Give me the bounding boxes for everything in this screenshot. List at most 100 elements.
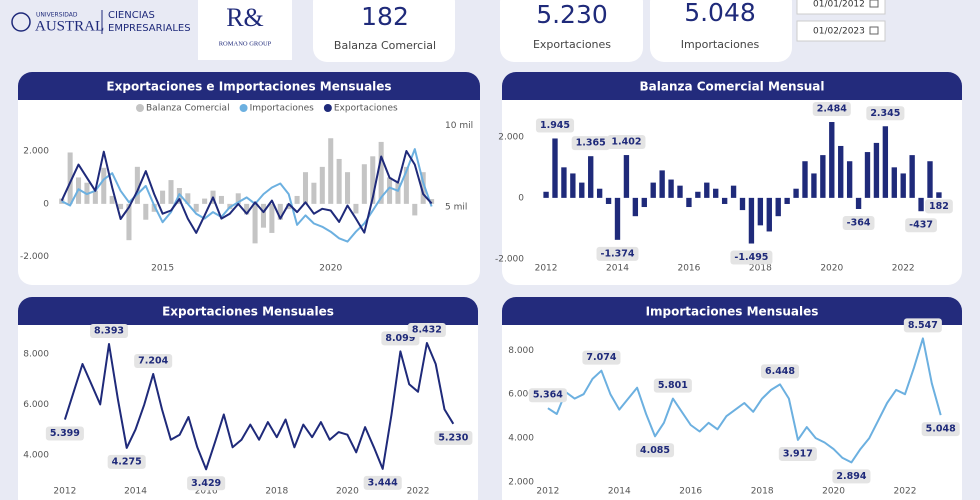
bar <box>846 161 853 198</box>
kpi-value: 5.048 <box>684 0 756 27</box>
y-tick-label: 8.000 <box>508 346 534 356</box>
data-label: 5.364 <box>533 390 563 401</box>
university-label: UNIVERSIDAD <box>36 12 78 19</box>
data-label: 5.801 <box>658 380 688 391</box>
y-tick-label: -2.000 <box>20 252 49 262</box>
bar <box>118 203 124 210</box>
bar <box>168 180 174 204</box>
bar <box>891 167 897 198</box>
bar <box>543 191 549 198</box>
data-label: 2.345 <box>870 108 900 119</box>
bar <box>294 195 300 204</box>
bar <box>695 191 701 198</box>
line <box>63 342 455 471</box>
data-label-box <box>925 199 953 214</box>
x-tick-label: 2022 <box>407 487 430 497</box>
bar <box>202 198 208 204</box>
bar <box>403 166 409 204</box>
bar <box>260 203 266 228</box>
data-label-box <box>528 388 567 403</box>
bar <box>596 188 603 198</box>
chart-panel: Exportaciones e Importaciones Mensuales -… <box>18 72 480 285</box>
bar <box>748 197 755 244</box>
data-label: 5.399 <box>50 428 80 439</box>
bar <box>185 193 191 204</box>
bar <box>361 164 367 204</box>
bar <box>552 138 558 198</box>
bar <box>286 203 292 210</box>
chart-panel: Importaciones Mensuales 2.000 4.000 6.000 8.… <box>502 297 962 500</box>
data-label-box <box>571 136 610 151</box>
kpi-value: 182 <box>361 2 409 31</box>
legend-label: Importaciones <box>250 104 315 114</box>
bar <box>218 195 224 204</box>
bar <box>235 193 241 204</box>
data-label-box <box>921 422 960 437</box>
university-emblem <box>11 12 31 32</box>
chart-panel: Exportaciones Mensuales 4.000 6.000 8.000 20… <box>18 297 478 500</box>
panel-background <box>502 297 962 500</box>
calendar-icon[interactable] <box>869 26 879 35</box>
chart-title: Importaciones Mensuales <box>646 305 819 319</box>
data-label: 8.547 <box>908 320 938 331</box>
data-label: 1.945 <box>540 120 570 131</box>
bar <box>353 203 359 214</box>
bar <box>704 182 710 198</box>
bar <box>855 197 862 209</box>
bar <box>387 177 393 204</box>
chart-title: Exportaciones Mensuales <box>162 305 334 319</box>
partner-logo: R& <box>226 3 264 32</box>
date-input[interactable] <box>796 0 886 15</box>
x-tick-label: 2012 <box>535 264 558 274</box>
data-label: 3.917 <box>783 448 813 459</box>
bar <box>160 190 166 204</box>
bar <box>918 197 924 212</box>
y-tick-label: -2.000 <box>495 254 524 264</box>
bar <box>730 185 737 198</box>
x-tick-label: 2016 <box>679 487 702 497</box>
legend-label: Exportaciones <box>334 104 398 114</box>
data-label-box <box>363 475 402 490</box>
kpi-card <box>650 0 792 62</box>
x-tick-label: 2018 <box>265 487 288 497</box>
x-tick-label: 2015 <box>151 264 174 274</box>
bar <box>252 203 258 244</box>
bar <box>412 203 418 216</box>
bar <box>713 188 719 198</box>
y-tick-label: 2.000 <box>508 478 534 488</box>
calendar-icon[interactable] <box>869 0 879 8</box>
bar <box>677 185 683 198</box>
bar <box>882 126 889 198</box>
data-label-box <box>730 250 773 265</box>
data-label: 5.230 <box>438 432 468 443</box>
bar <box>269 203 275 233</box>
data-label: 8.432 <box>412 325 442 336</box>
x-tick-label: 2016 <box>677 264 700 274</box>
data-label-box <box>596 246 639 261</box>
data-label-box <box>89 324 129 339</box>
data-label: 7.204 <box>138 356 168 367</box>
data-label: 1.402 <box>611 137 641 148</box>
y-tick-label: 2.000 <box>498 132 524 142</box>
title-bar <box>18 311 478 325</box>
y-tick-label: 8.000 <box>23 349 49 359</box>
data-label: 4.085 <box>640 445 670 456</box>
data-label: -437 <box>909 220 933 231</box>
x-tick-label: 2022 <box>892 264 915 274</box>
panel-background <box>18 297 478 500</box>
data-label: 3.444 <box>368 477 398 488</box>
faculty-line: CIENCIAS <box>108 10 155 21</box>
bar <box>193 203 199 212</box>
bar <box>641 197 647 208</box>
bar <box>766 197 772 232</box>
line <box>547 337 942 464</box>
bar <box>143 203 149 220</box>
data-label-box <box>582 350 621 365</box>
bar <box>739 197 746 211</box>
data-label: 5.048 <box>926 424 956 435</box>
partner-name: ROMANO GROUP <box>219 40 272 47</box>
data-label-box <box>866 106 905 121</box>
y-tick-label: 6.000 <box>508 390 534 400</box>
kpi-label: Importaciones <box>681 38 760 51</box>
date-input[interactable] <box>796 20 886 42</box>
